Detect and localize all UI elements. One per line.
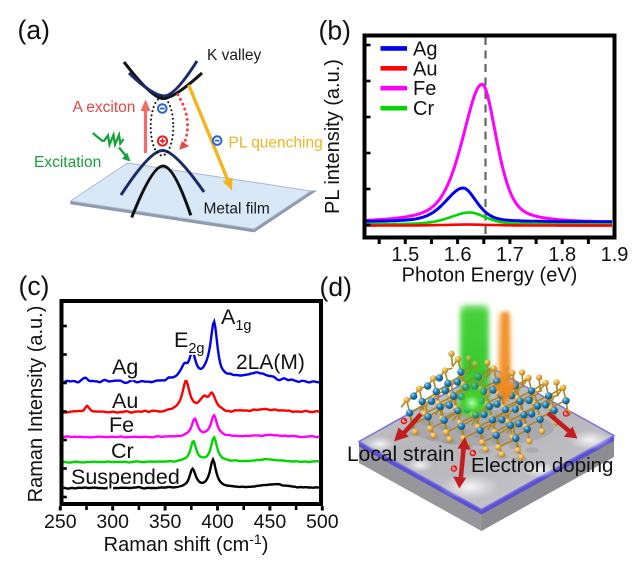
svg-text:Ag: Ag	[112, 355, 138, 379]
svg-text:Fe: Fe	[413, 78, 436, 100]
svg-text:Ag: Ag	[413, 38, 437, 60]
svg-text:Au: Au	[413, 58, 437, 80]
svg-text:400: 400	[201, 511, 234, 533]
svg-text:Cr: Cr	[111, 439, 134, 463]
svg-text:450: 450	[254, 511, 287, 533]
svg-text:1.7: 1.7	[496, 244, 524, 266]
svg-text:K valley: K valley	[207, 47, 262, 64]
svg-text:PL intensity (a.u.): PL intensity (a.u.)	[322, 59, 344, 214]
svg-text:1.8: 1.8	[548, 244, 576, 266]
svg-text:(a): (a)	[18, 15, 50, 45]
svg-text:Local strain: Local strain	[347, 443, 454, 466]
svg-text:250: 250	[44, 511, 77, 533]
svg-text:500: 500	[306, 511, 339, 533]
svg-text:Excitation: Excitation	[34, 154, 101, 171]
svg-text:Raman shift (cm-1): Raman shift (cm-1)	[104, 531, 269, 556]
svg-text:PL quenching: PL quenching	[229, 135, 323, 152]
svg-text:(d): (d)	[320, 272, 352, 302]
svg-text:A exciton: A exciton	[73, 99, 136, 116]
svg-text:1.9: 1.9	[601, 244, 629, 266]
svg-text:Cr: Cr	[413, 98, 434, 120]
svg-text:Au: Au	[112, 389, 138, 413]
svg-text:300: 300	[96, 511, 129, 533]
svg-text:Suspended: Suspended	[71, 465, 180, 489]
svg-text:1.5: 1.5	[391, 244, 419, 266]
svg-text:350: 350	[149, 511, 182, 533]
svg-text:Metal film: Metal film	[204, 201, 270, 218]
svg-text:2LA(M): 2LA(M)	[236, 351, 305, 374]
svg-text:Raman Intensity (a.u.): Raman Intensity (a.u.)	[25, 306, 47, 503]
svg-text:Fe: Fe	[109, 413, 134, 437]
svg-text:(c): (c)	[19, 271, 50, 301]
svg-text:Electron doping: Electron doping	[471, 454, 613, 477]
svg-text:Photon Energy (eV): Photon Energy (eV)	[402, 265, 578, 287]
svg-text:(b): (b)	[319, 16, 351, 46]
svg-text:1.6: 1.6	[444, 244, 472, 266]
